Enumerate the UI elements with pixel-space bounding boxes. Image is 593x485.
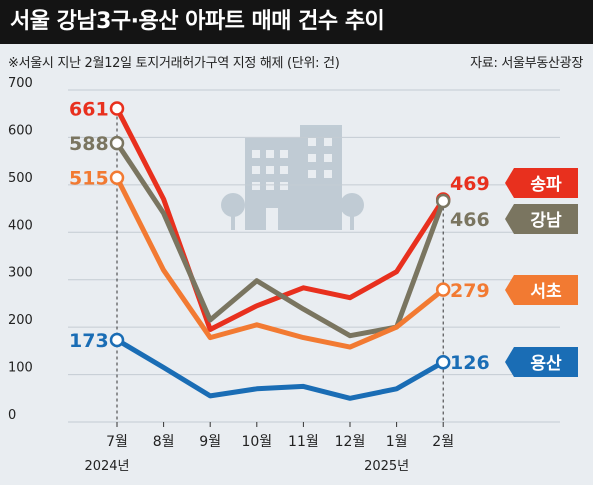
endpoint-marker-용산 [435, 354, 451, 370]
legend-tag-label: 강남 [530, 211, 562, 231]
end-value-label-서초: 279 [450, 280, 490, 302]
end-value-label-용산: 126 [450, 352, 490, 374]
y-tick-label: 100 [8, 361, 33, 376]
chart-title: 서울 강남3구·용산 아파트 매매 건수 추이 [0, 0, 593, 44]
legend-tag-shape [505, 168, 578, 198]
end-value-label-송파: 469 [450, 173, 490, 195]
x-tick-label: 12월 [335, 434, 366, 450]
y-tick-label: 500 [8, 171, 33, 186]
x-tick-label: 9월 [199, 434, 221, 450]
series-line-서초 [114, 175, 446, 350]
y-tick-label: 200 [8, 313, 33, 328]
legend-tag-label: 용산 [530, 354, 562, 374]
legend-tag-강남: 강남 [505, 204, 578, 234]
legend-tag-shape [505, 275, 578, 305]
legend-tag-서초: 서초 [505, 275, 578, 305]
endpoint-marker-강남 [109, 135, 125, 151]
legend-tag-label: 서초 [530, 282, 562, 302]
y-tick-label: 300 [8, 266, 33, 281]
start-value-label-송파: 661 [69, 98, 109, 120]
legend-tag-용산: 용산 [505, 347, 578, 377]
legend-tag-shape [505, 204, 578, 234]
endpoint-marker-서초 [435, 282, 451, 297]
legend-tag-label: 송파 [530, 175, 562, 195]
legend-tag-송파: 송파 [505, 168, 578, 198]
start-value-label-강남: 588 [69, 133, 109, 155]
y-tick-label: 0 [8, 408, 16, 423]
x-tick-label: 8월 [153, 434, 175, 450]
endpoint-marker-강남 [435, 193, 451, 209]
y-tick-label: 700 [8, 76, 33, 91]
x-tick-label: 11월 [288, 434, 319, 450]
endpoint-marker-서초 [109, 170, 125, 185]
x-tick-label: 10월 [241, 434, 272, 450]
endpoint-marker-용산 [109, 332, 125, 348]
y-tick-label: 400 [8, 218, 33, 233]
legend-tag-shape [505, 347, 578, 377]
x-tick-label: 1월 [386, 434, 408, 450]
x-tick-label: 2월 [432, 434, 454, 450]
endpoint-marker-송파 [109, 101, 125, 116]
y-tick-label: 600 [8, 123, 33, 138]
end-value-label-강남: 466 [450, 209, 490, 231]
year-label: 2025년 [364, 459, 409, 474]
data-source: 자료: 서울부동산광장 [470, 56, 583, 71]
series-line-용산 [114, 337, 446, 401]
start-value-label-서초: 515 [69, 168, 109, 190]
year-label: 2024년 [84, 459, 129, 474]
chart-subtitle: ※서울시 지난 2월12일 토지거래허가구역 지정 해제 (단위: 건) [8, 56, 340, 71]
building-illustration [221, 125, 364, 230]
x-tick-label: 7월 [106, 434, 128, 450]
start-value-label-용산: 173 [69, 330, 109, 352]
